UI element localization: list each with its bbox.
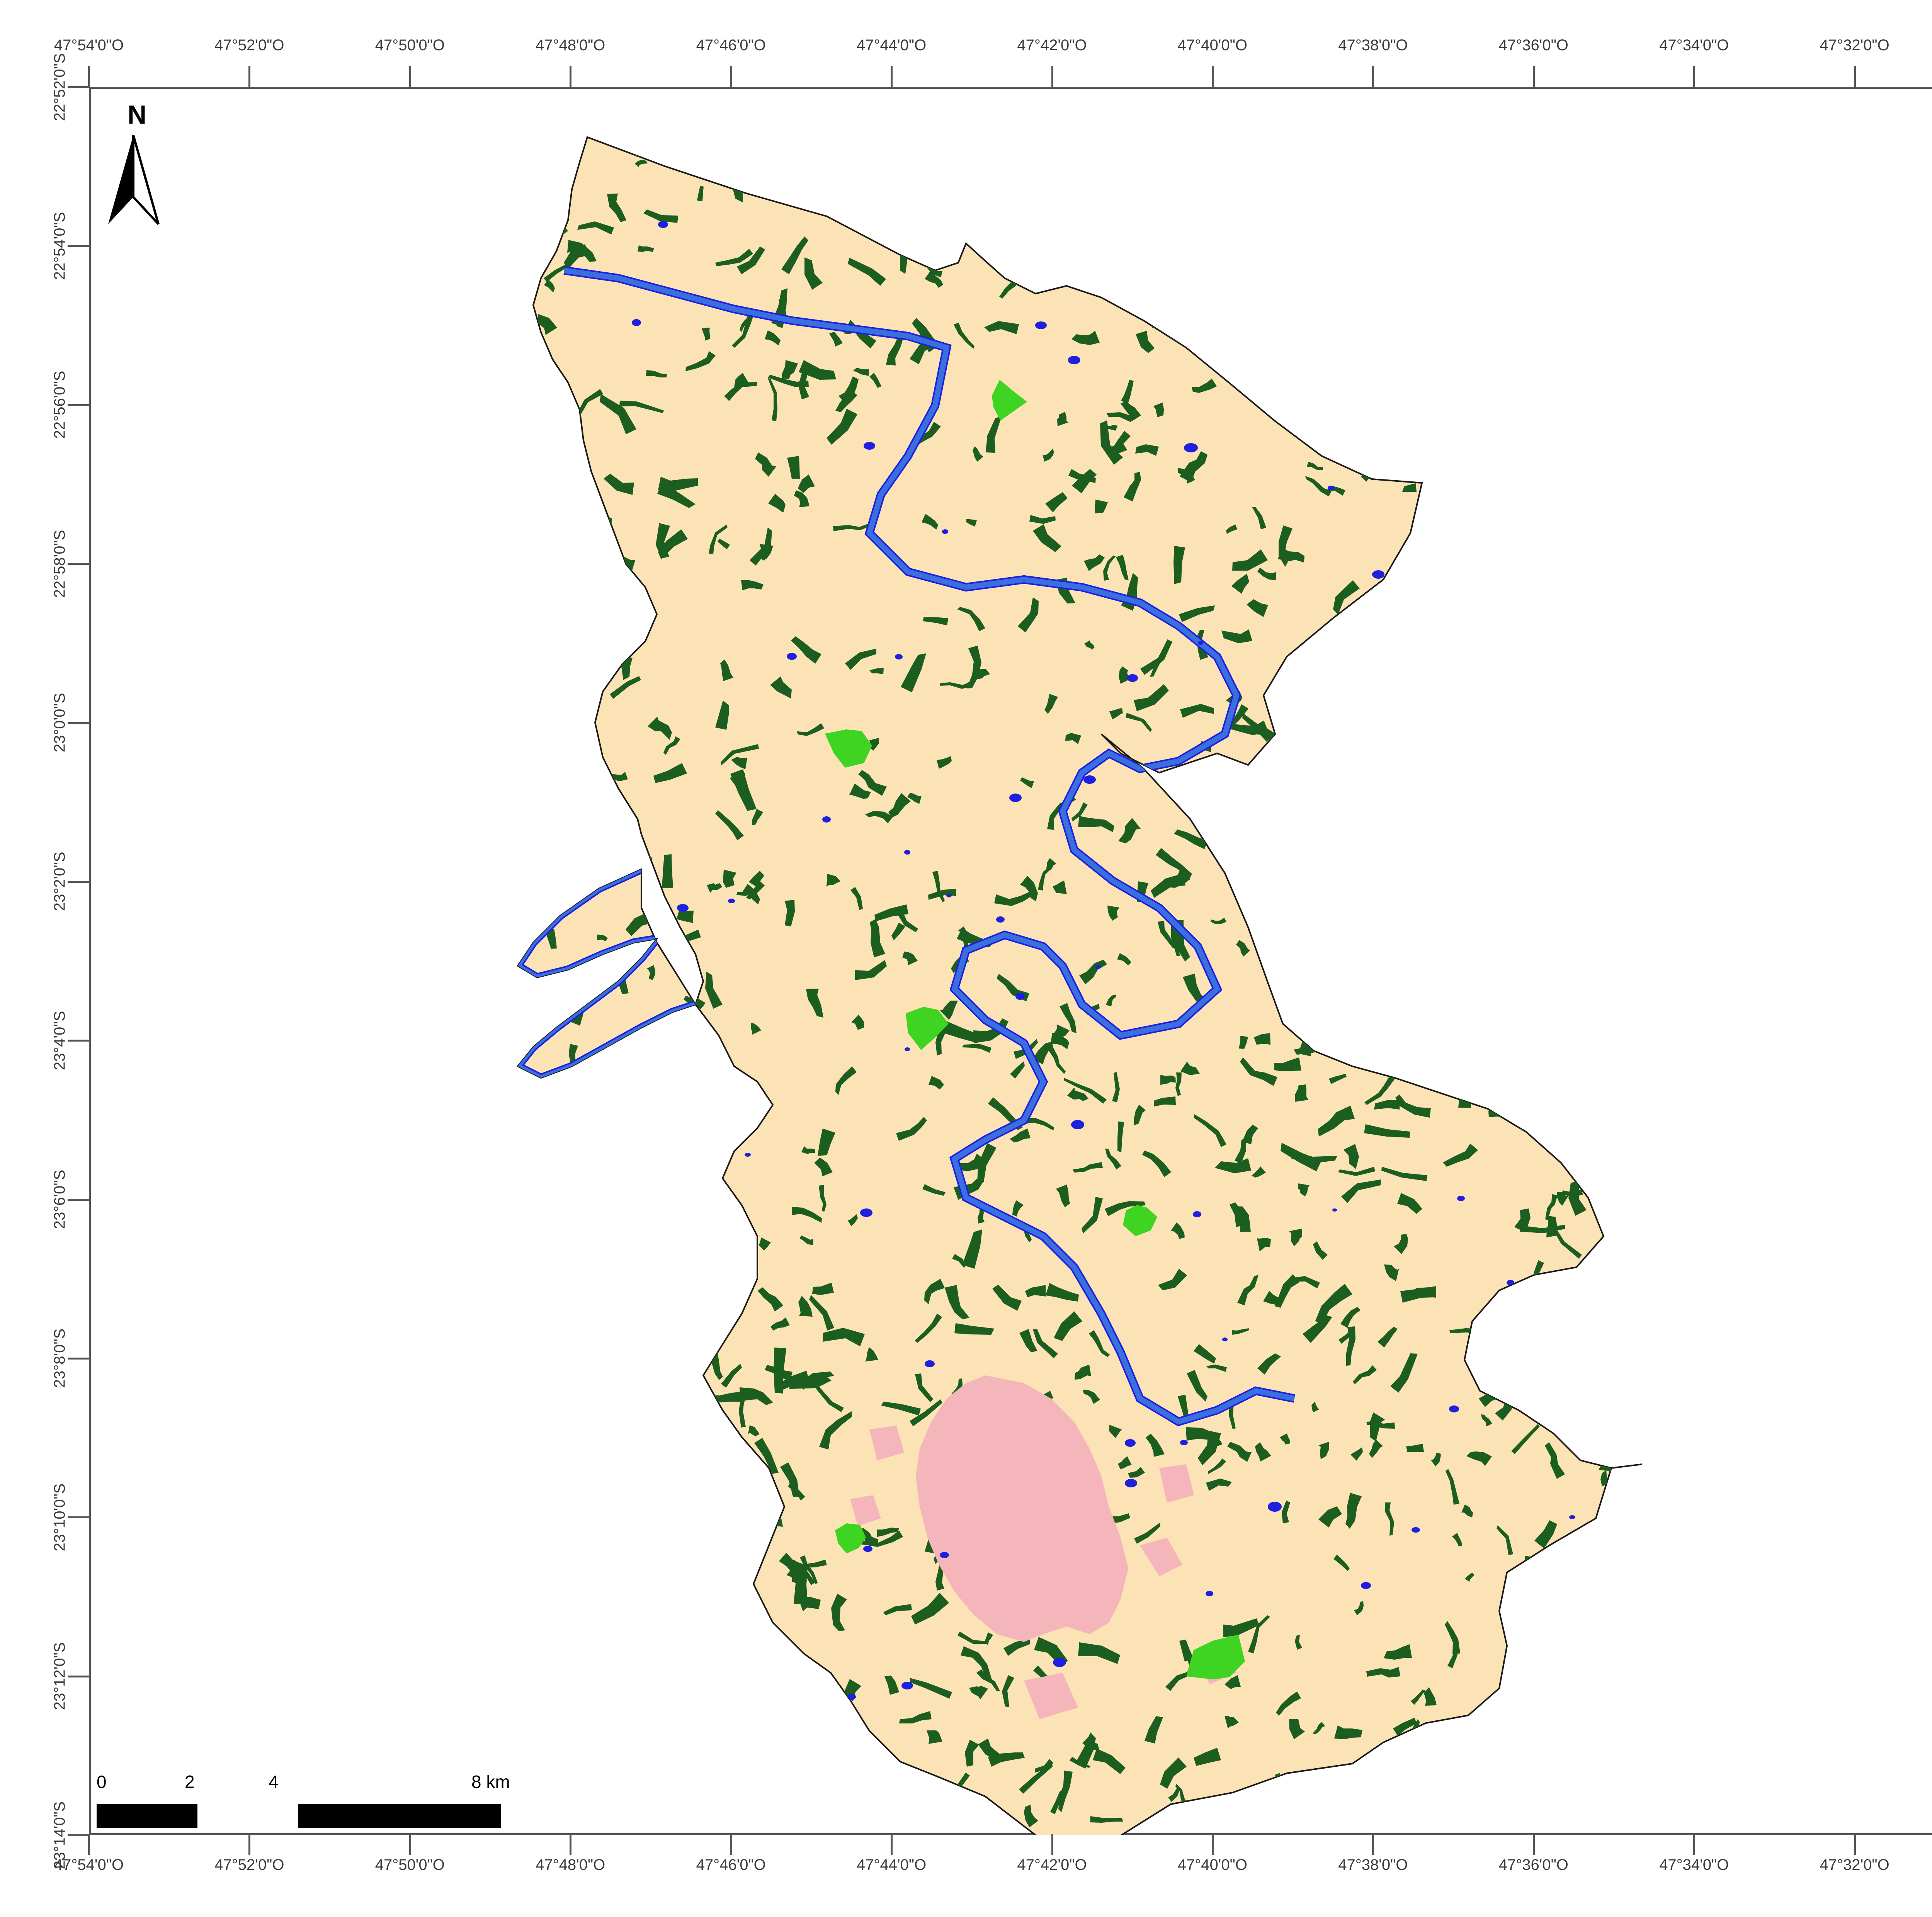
svg-text:N: N [128, 100, 146, 129]
